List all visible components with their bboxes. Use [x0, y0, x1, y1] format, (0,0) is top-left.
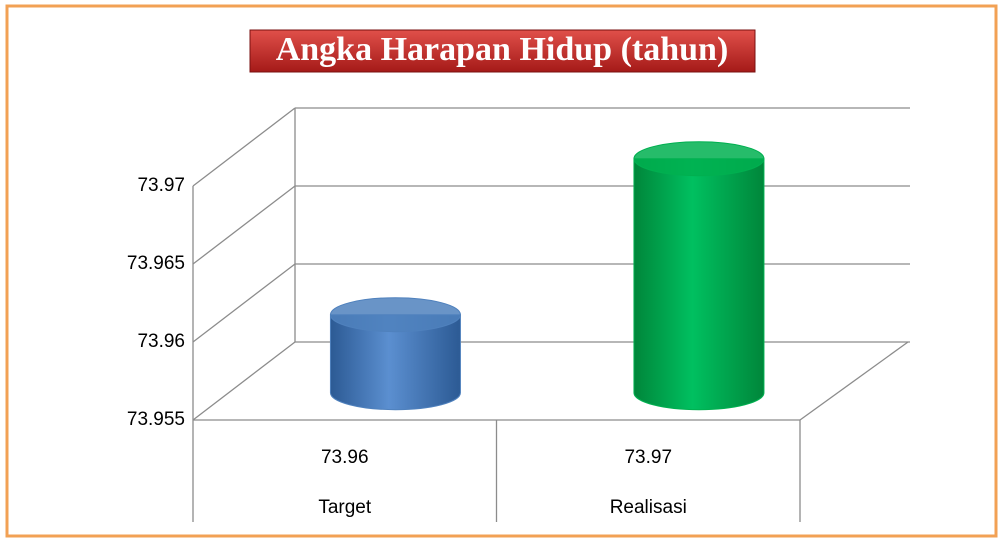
x-tick-label: Realisasi — [610, 497, 687, 518]
grid-line — [192, 185, 296, 265]
y-tick-label: 73.965 — [127, 253, 185, 274]
y-tick-label: 73.97 — [137, 175, 185, 196]
y-tick-label: 73.955 — [127, 409, 185, 430]
y-tick-label: 73.96 — [137, 331, 185, 352]
frame — [5, 4, 998, 538]
title-box — [249, 29, 756, 73]
floor-edge — [799, 341, 909, 421]
data-label: 73.96 — [321, 447, 369, 468]
grid-line — [192, 263, 296, 343]
bar-top — [633, 141, 765, 177]
grid-line — [192, 107, 296, 187]
bar — [633, 158, 765, 411]
bar-top — [329, 297, 461, 333]
x-tick-label: Target — [318, 497, 372, 518]
chart-title: Angka Harapan Hidup (tahun) — [276, 31, 729, 68]
data-label: 73.97 — [624, 447, 672, 468]
grid-line — [192, 341, 296, 421]
bar — [329, 314, 461, 411]
